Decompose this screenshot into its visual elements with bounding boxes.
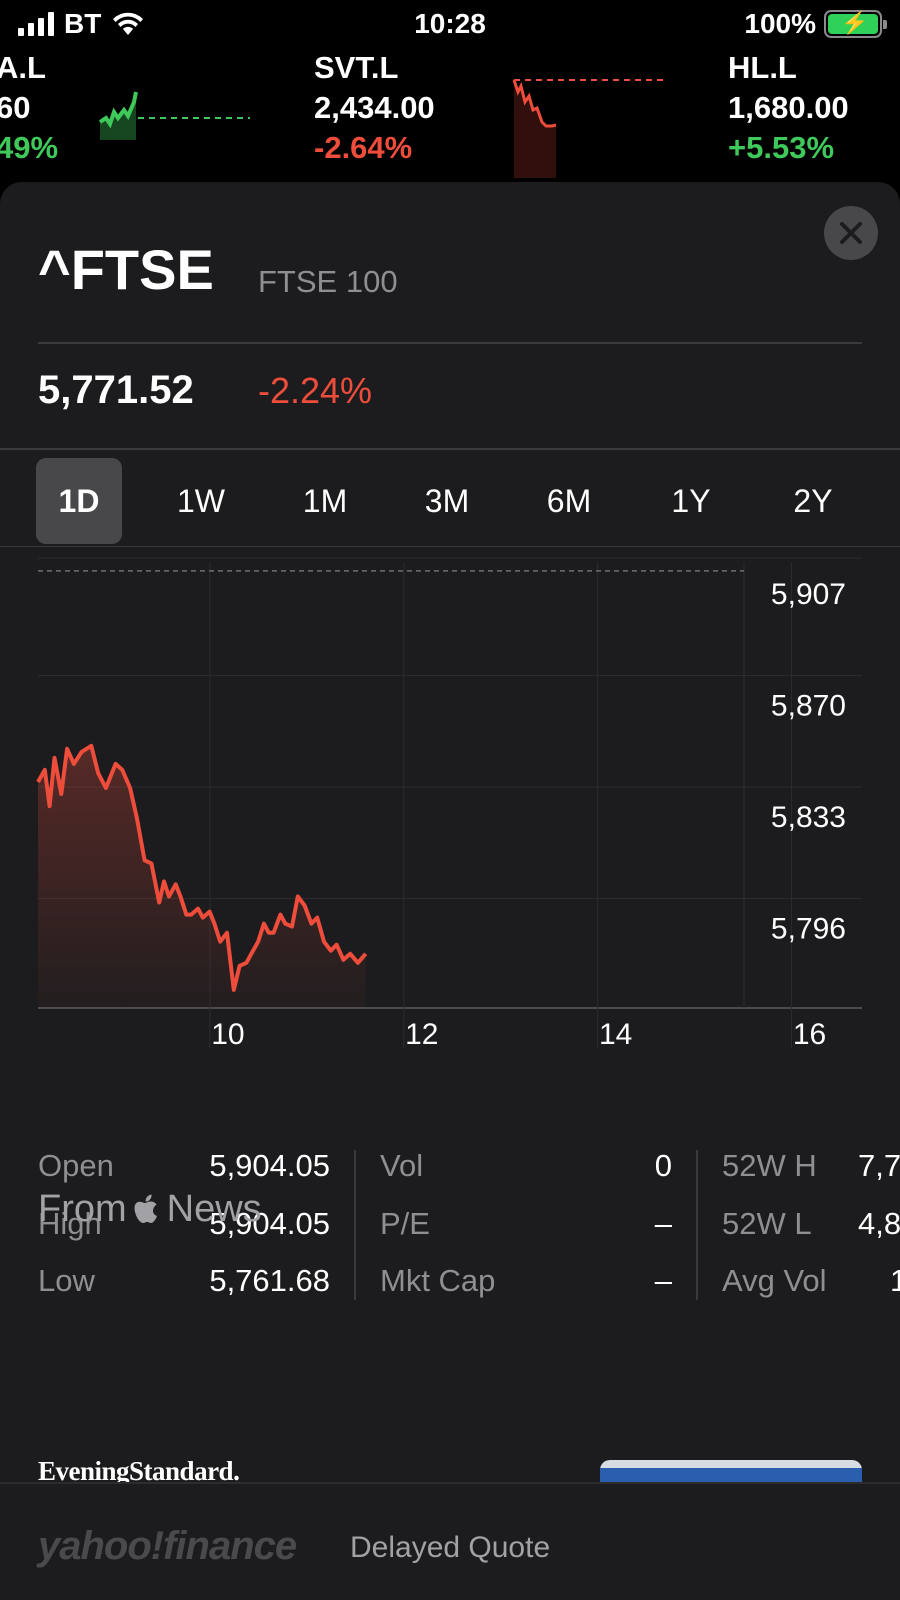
news-heading: From News — [38, 1188, 262, 1231]
range-1m[interactable]: 1M — [302, 482, 348, 519]
apple-icon — [134, 1194, 157, 1223]
ticker-change: 49% — [0, 130, 59, 165]
x-tick-label: 16 — [793, 1018, 826, 1051]
stat-label: Mkt Cap — [380, 1263, 496, 1298]
battery-icon: ⚡ — [824, 10, 887, 38]
delayed-quote-label: Delayed Quote — [350, 1531, 551, 1564]
ticker-symbol: HL.L — [728, 50, 797, 85]
stat-value: 5,904.05 — [209, 1206, 330, 1241]
stats-divider — [696, 1150, 698, 1300]
y-tick-label: 5,833 — [771, 801, 846, 834]
ticker-price: 1,680.00 — [728, 90, 849, 125]
news-heading-suffix: News — [166, 1188, 262, 1230]
y-tick-label: 5,907 — [771, 578, 846, 611]
ticker-price: 60 — [0, 90, 31, 125]
x-tick-label: 12 — [405, 1018, 438, 1051]
stats-table: Open 5,904.05 High 5,904.05 Low 5,761.68… — [0, 1148, 900, 1308]
status-right: 100% ⚡ — [744, 8, 887, 40]
close-icon — [840, 222, 862, 244]
x-tick-label: 10 — [211, 1018, 244, 1051]
ticker-sparkline — [512, 79, 664, 178]
ticker-item[interactable]: A.L 60 49% — [0, 48, 58, 168]
clock: 10:28 — [414, 8, 486, 39]
battery-percent: 100% — [744, 8, 816, 39]
news-publisher[interactable]: EveningStandard. — [38, 1456, 240, 1486]
ticker-price: 2,434.00 — [314, 90, 435, 125]
series-line — [36, 743, 368, 992]
stat-value: – — [654, 1206, 672, 1241]
quote-price: 5,771.52 — [38, 368, 194, 412]
range-2y[interactable]: 2Y — [793, 482, 833, 519]
range-1w[interactable]: 1W — [177, 482, 225, 519]
stat-value: 1 — [890, 1263, 900, 1298]
stat-label: 52W L — [722, 1206, 812, 1241]
ticker-symbol: SVT.L — [314, 50, 399, 85]
range-selector: 1D 1W 1M 3M 6M 1Y 2Y — [0, 458, 900, 544]
ticker-item[interactable]: HL.L 1,680.00 +5.53% — [728, 48, 849, 168]
ticker-change: +5.53% — [728, 130, 835, 165]
stat-label: P/E — [380, 1206, 430, 1241]
stats-divider — [354, 1150, 356, 1300]
ticker-change: -2.64% — [314, 130, 413, 165]
stat-label: Avg Vol — [722, 1263, 827, 1298]
y-tick-label: 5,796 — [771, 913, 846, 946]
divider — [0, 448, 900, 450]
quote-name: FTSE 100 — [258, 264, 398, 299]
range-3m[interactable]: 3M — [424, 482, 470, 519]
stat-value: 4,8 — [858, 1206, 900, 1241]
stat-value: 5,761.68 — [209, 1263, 330, 1298]
ticker-strip[interactable]: A.L 60 49% SVT.L 2,434.00 -2.64% HL.L 1,… — [0, 48, 900, 178]
quote-change: -2.24% — [258, 370, 373, 411]
y-tick-label: 5,870 — [771, 690, 846, 723]
stat-label: Vol — [380, 1148, 424, 1183]
status-left: BT — [18, 8, 145, 40]
price-chart[interactable]: 5,907 5,870 5,833 5,796 10 12 14 16 — [0, 552, 900, 1052]
status-bar: BT 10:28 100% ⚡ — [0, 0, 900, 50]
charging-bolt-icon: ⚡ — [841, 10, 869, 35]
stat-value: – — [654, 1263, 672, 1298]
x-tick-label: 14 — [599, 1018, 632, 1051]
ticker-sparkline — [98, 91, 250, 140]
signal-icon — [18, 12, 54, 36]
range-6m[interactable]: 6M — [546, 482, 592, 519]
quote-symbol: ^FTSE — [38, 238, 214, 301]
stat-label: Open — [38, 1148, 114, 1183]
ticker-item[interactable]: SVT.L 2,434.00 -2.64% — [314, 48, 435, 168]
wifi-icon — [113, 12, 144, 35]
series-area — [38, 745, 366, 1008]
close-button[interactable] — [824, 206, 878, 260]
range-1d[interactable]: 1D — [36, 458, 122, 544]
stat-label: High — [38, 1206, 102, 1241]
news-heading-prefix: From — [38, 1188, 127, 1230]
stat-value: 7,7 — [858, 1148, 900, 1183]
footer: yahoo!finance Delayed Quote — [0, 1482, 900, 1600]
yahoo-finance-logo[interactable]: yahoo!finance — [38, 1524, 297, 1568]
divider — [38, 342, 862, 344]
ticker-symbol: A.L — [0, 50, 46, 85]
quote-card: ^FTSE FTSE 100 5,771.52 -2.24% 1D 1W 1M … — [0, 182, 900, 1600]
stat-value: 0 — [654, 1148, 672, 1183]
stat-label: 52W H — [722, 1148, 817, 1183]
range-1y[interactable]: 1Y — [671, 482, 711, 519]
divider — [0, 546, 900, 547]
stat-value: 5,904.05 — [209, 1148, 330, 1183]
stat-label: Low — [38, 1263, 95, 1298]
carrier-label: BT — [64, 8, 102, 39]
